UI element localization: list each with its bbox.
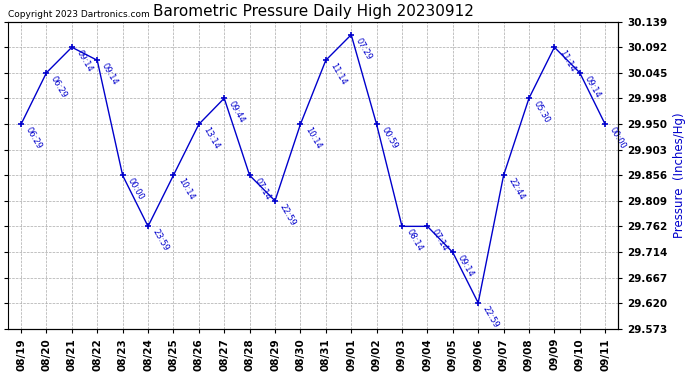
Text: 22:59: 22:59 [278,202,297,227]
Text: 06:29: 06:29 [24,126,43,151]
Text: 11:14: 11:14 [557,49,577,74]
Text: 10:14: 10:14 [176,177,196,202]
Text: 09:14: 09:14 [75,49,95,74]
Text: 06:29: 06:29 [49,74,69,99]
Text: 09:14: 09:14 [100,62,119,87]
Text: 23:59: 23:59 [151,228,170,253]
Text: 07:14: 07:14 [253,177,272,202]
Text: 09:14: 09:14 [582,74,602,99]
Text: 00:59: 00:59 [380,126,399,151]
Text: 10:14: 10:14 [303,126,323,151]
Text: 08:14: 08:14 [405,228,424,253]
Text: 07:29: 07:29 [354,36,374,62]
Text: 07:14: 07:14 [430,228,450,253]
Text: 09:44: 09:44 [227,100,246,125]
Y-axis label: Pressure  (Inches/Hg): Pressure (Inches/Hg) [673,112,686,238]
Text: 22:59: 22:59 [481,304,501,329]
Text: 00:00: 00:00 [126,177,145,202]
Text: 00:00: 00:00 [608,126,628,151]
Text: 11:14: 11:14 [328,62,348,87]
Text: 09:14: 09:14 [455,254,475,279]
Title: Barometric Pressure Daily High 20230912: Barometric Pressure Daily High 20230912 [152,4,473,19]
Text: Copyright 2023 Dartronics.com: Copyright 2023 Dartronics.com [8,10,150,19]
Text: 13:14: 13:14 [201,126,221,151]
Text: 22:44: 22:44 [506,177,526,202]
Text: 05:30: 05:30 [532,100,551,125]
